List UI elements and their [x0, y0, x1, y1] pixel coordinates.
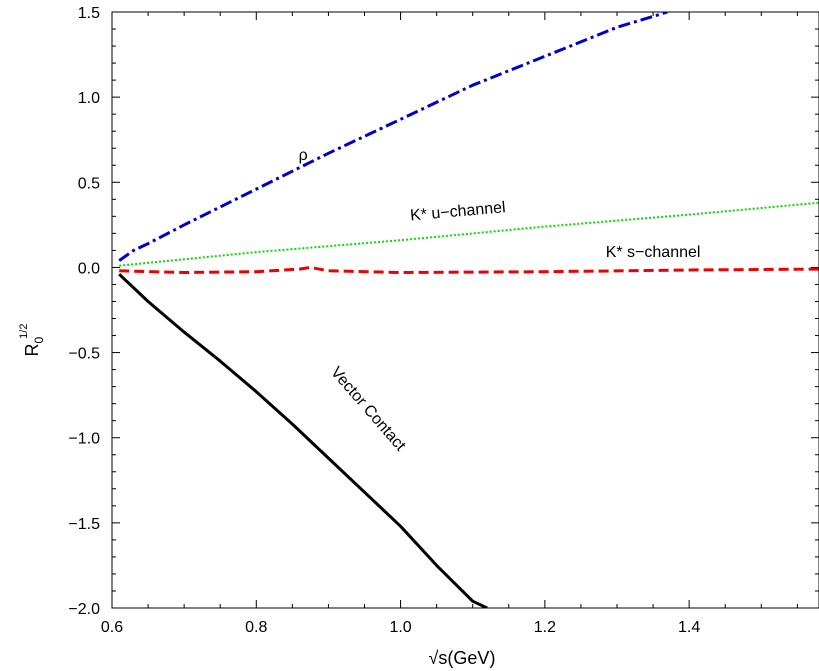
x-tick-label: 1.2 — [534, 619, 556, 636]
y-axis-label-main: R — [22, 343, 42, 356]
axis-ticks: 0.6 0.8 1.0 1.2 1.4 −2.0 −1.5 −1.0 −0.5 0.0 0.5 1.0… — [68, 5, 819, 636]
y-tick-label: −1.5 — [68, 516, 100, 533]
series-line-- — [118, 12, 668, 262]
series-line-k-s-channel — [119, 265, 819, 274]
series-lines — [118, 12, 819, 608]
x-tick-label: 1.4 — [678, 619, 700, 636]
y-tick-label: 0.5 — [78, 175, 100, 192]
x-tick-label: 0.6 — [101, 619, 123, 636]
y-axis-label-sup: 1/2 — [18, 324, 30, 339]
y-tick-label: −1.0 — [68, 431, 100, 448]
series-line-vector-contact — [118, 273, 488, 608]
x-tick-label: 0.8 — [245, 619, 267, 636]
y-axis-label-sub: 0 — [32, 336, 46, 343]
y-tick-label: −2.0 — [68, 601, 100, 618]
plot-border — [111, 11, 819, 609]
y-axis-label: R01/2 — [18, 324, 46, 357]
y-tick-label: −0.5 — [68, 346, 100, 363]
y-tick-label: 1.5 — [78, 5, 100, 22]
x-tick-label: 1.0 — [389, 619, 411, 636]
series-line-k-u-channel — [119, 201, 819, 267]
y-tick-label: 0.0 — [78, 260, 100, 277]
plot-frame — [111, 11, 819, 609]
annotation-label: K* s−channel — [606, 244, 701, 261]
x-axis-label: √s(GeV) — [429, 648, 496, 668]
y-tick-label: 1.0 — [78, 90, 100, 107]
svg-text:R01/2: R01/2 — [18, 324, 46, 357]
annotation-label: ρ — [299, 147, 308, 164]
